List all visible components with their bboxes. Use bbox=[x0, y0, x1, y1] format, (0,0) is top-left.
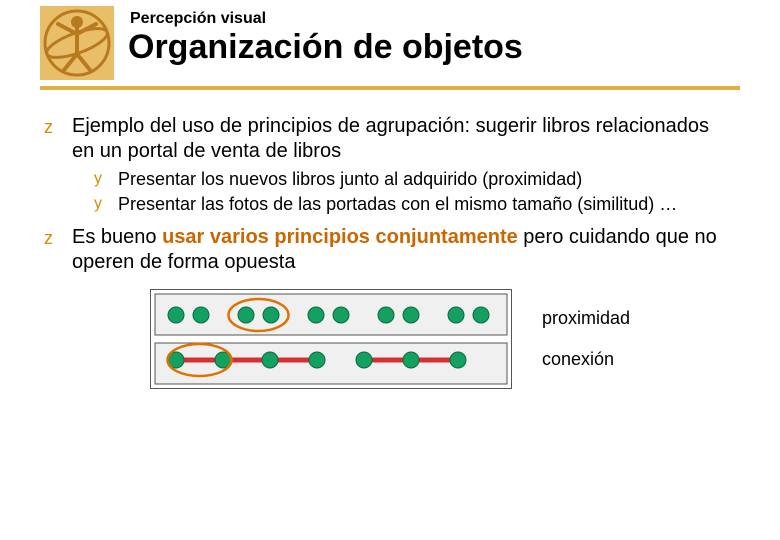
label-connection: conexión bbox=[542, 339, 630, 380]
bullet-2-emph: usar varios principios conjuntamente bbox=[162, 226, 518, 248]
bullet-2-pre: Es bueno bbox=[72, 226, 162, 248]
header: Percepción visual Organización de objeto… bbox=[0, 0, 780, 80]
figure-area: proximidad conexión bbox=[44, 289, 736, 389]
label-proximity: proximidad bbox=[542, 298, 630, 339]
slide-title: Organización de objetos bbox=[128, 30, 523, 66]
vitruvian-logo-icon bbox=[40, 6, 114, 80]
bullet-1a: Presentar los nuevos libros junto al adq… bbox=[94, 168, 736, 191]
slide-body: Ejemplo del uso de principios de agrupac… bbox=[0, 90, 780, 389]
grouping-figure bbox=[150, 289, 512, 389]
figure-labels: proximidad conexión bbox=[542, 298, 630, 381]
title-block: Percepción visual Organización de objeto… bbox=[128, 6, 523, 66]
bullet-1-text: Ejemplo del uso de principios de agrupac… bbox=[72, 115, 709, 162]
bullet-1b: Presentar las fotos de las portadas con … bbox=[94, 193, 736, 216]
slide: Percepción visual Organización de objeto… bbox=[0, 0, 780, 540]
slide-subtitle: Percepción visual bbox=[130, 10, 523, 28]
bullet-1: Ejemplo del uso de principios de agrupac… bbox=[44, 114, 736, 215]
bullet-2: Es bueno usar varios principios conjunta… bbox=[44, 225, 736, 275]
